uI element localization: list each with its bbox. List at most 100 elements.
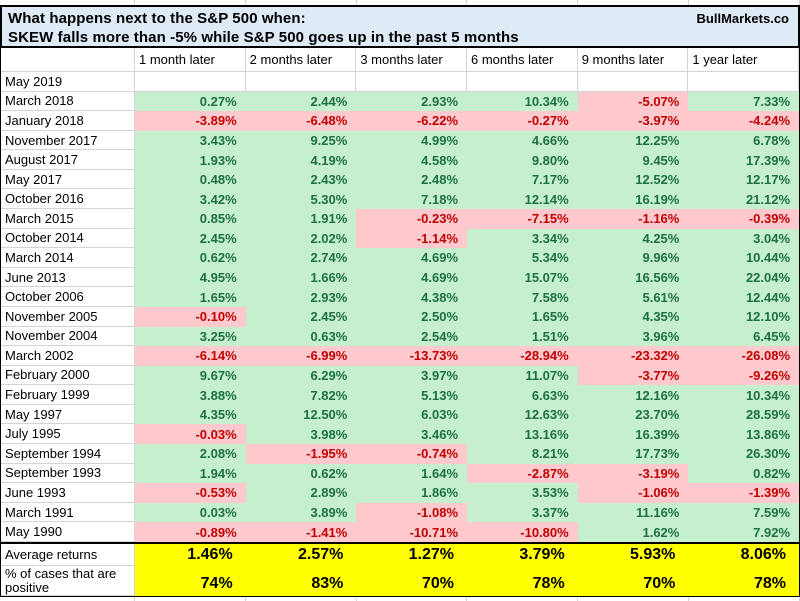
row-label[interactable]: March 2015 xyxy=(1,209,135,229)
return-cell[interactable]: 1.86% xyxy=(356,483,468,503)
return-cell[interactable]: 1.51% xyxy=(467,326,578,347)
row-label[interactable]: September 1994 xyxy=(1,443,135,464)
return-cell[interactable] xyxy=(688,72,800,92)
return-cell[interactable]: 5.34% xyxy=(467,248,578,268)
return-cell[interactable]: 12.25% xyxy=(577,130,689,151)
return-cell[interactable]: 12.16% xyxy=(577,385,689,405)
return-cell[interactable]: 3.43% xyxy=(135,130,246,151)
return-cell[interactable]: -0.23% xyxy=(356,209,468,229)
return-cell[interactable]: 7.17% xyxy=(467,169,578,190)
return-cell[interactable]: 2.45% xyxy=(135,228,246,249)
return-cell[interactable]: 9.96% xyxy=(577,248,689,268)
return-cell[interactable]: 1.66% xyxy=(245,267,357,288)
return-cell[interactable]: 12.17% xyxy=(688,169,800,190)
return-cell[interactable]: 1.62% xyxy=(577,522,689,542)
return-cell[interactable]: 1.64% xyxy=(356,463,468,484)
return-cell[interactable] xyxy=(245,72,357,92)
return-cell[interactable]: 10.34% xyxy=(688,385,800,405)
return-cell[interactable]: 6.29% xyxy=(245,365,357,386)
corner-cell[interactable] xyxy=(1,48,135,72)
return-cell[interactable]: -0.89% xyxy=(135,522,246,542)
return-cell[interactable]: 11.07% xyxy=(467,365,578,386)
return-cell[interactable]: -10.80% xyxy=(467,522,578,542)
return-cell[interactable]: 4.58% xyxy=(356,150,468,170)
return-cell[interactable]: 12.50% xyxy=(245,404,357,425)
return-cell[interactable]: 0.48% xyxy=(135,169,246,190)
return-cell[interactable]: 12.52% xyxy=(577,169,689,190)
return-cell[interactable]: 1.65% xyxy=(135,287,246,307)
return-cell[interactable]: 0.03% xyxy=(135,502,246,523)
return-cell[interactable]: 3.34% xyxy=(467,228,578,249)
return-cell[interactable]: 2.08% xyxy=(135,443,246,464)
return-cell[interactable]: 10.34% xyxy=(467,91,578,112)
return-cell[interactable]: 7.18% xyxy=(356,189,468,210)
return-cell[interactable]: 16.56% xyxy=(577,267,689,288)
return-cell[interactable]: 9.45% xyxy=(577,150,689,170)
return-cell[interactable]: 0.63% xyxy=(245,326,357,347)
column-header[interactable]: 6 months later xyxy=(467,48,578,72)
return-cell[interactable]: -4.24% xyxy=(688,111,800,131)
return-cell[interactable]: 23.70% xyxy=(577,404,689,425)
return-cell[interactable]: 2.48% xyxy=(356,169,468,190)
return-cell[interactable]: 10.44% xyxy=(688,248,800,268)
return-cell[interactable]: 2.93% xyxy=(356,91,468,112)
return-cell[interactable]: 6.03% xyxy=(356,404,468,425)
return-cell[interactable]: 2.50% xyxy=(356,306,468,327)
return-cell[interactable]: 3.98% xyxy=(245,424,357,444)
row-label[interactable]: March 2002 xyxy=(1,346,135,366)
return-cell[interactable]: -3.97% xyxy=(577,111,689,131)
return-cell[interactable]: 9.25% xyxy=(245,130,357,151)
row-label[interactable]: November 2005 xyxy=(1,306,135,327)
return-cell[interactable]: 2.44% xyxy=(245,91,357,112)
return-cell[interactable]: -0.53% xyxy=(135,483,246,503)
return-cell[interactable]: 2.89% xyxy=(245,483,357,503)
return-cell[interactable]: -23.32% xyxy=(577,346,689,366)
return-cell[interactable] xyxy=(577,72,689,92)
return-cell[interactable]: -1.16% xyxy=(577,209,689,229)
row-label[interactable]: January 2018 xyxy=(1,111,135,131)
return-cell[interactable]: -9.26% xyxy=(688,365,800,386)
return-cell[interactable]: -1.14% xyxy=(356,228,468,249)
column-header[interactable]: 9 months later xyxy=(577,48,689,72)
return-cell[interactable]: 0.27% xyxy=(135,91,246,112)
return-cell[interactable]: 3.37% xyxy=(467,502,578,523)
return-cell[interactable]: 4.35% xyxy=(577,306,689,327)
return-cell[interactable]: -6.14% xyxy=(135,346,246,366)
return-cell[interactable]: 7.92% xyxy=(688,522,800,542)
percent-positive-cell[interactable]: 74% xyxy=(135,566,246,596)
return-cell[interactable]: -0.03% xyxy=(135,424,246,444)
return-cell[interactable]: 4.19% xyxy=(245,150,357,170)
row-label[interactable]: September 1993 xyxy=(1,463,135,484)
return-cell[interactable]: 1.65% xyxy=(467,306,578,327)
return-cell[interactable]: 12.14% xyxy=(467,189,578,210)
return-cell[interactable]: -10.71% xyxy=(356,522,468,542)
column-header[interactable]: 1 year later xyxy=(688,48,800,72)
return-cell[interactable]: 21.12% xyxy=(688,189,800,210)
return-cell[interactable]: 3.25% xyxy=(135,326,246,347)
return-cell[interactable]: -6.22% xyxy=(356,111,468,131)
return-cell[interactable]: 4.38% xyxy=(356,287,468,307)
row-label[interactable]: May 1990 xyxy=(1,522,135,542)
return-cell[interactable]: 28.59% xyxy=(688,404,800,425)
average-return-cell[interactable]: 2.57% xyxy=(245,544,357,566)
return-cell[interactable]: 1.94% xyxy=(135,463,246,484)
return-cell[interactable]: 13.16% xyxy=(467,424,578,444)
return-cell[interactable]: -6.48% xyxy=(245,111,357,131)
return-cell[interactable]: 0.82% xyxy=(688,463,800,484)
row-label[interactable]: July 1995 xyxy=(1,424,135,444)
return-cell[interactable]: 4.95% xyxy=(135,267,246,288)
average-return-cell[interactable]: 8.06% xyxy=(688,544,800,566)
row-label[interactable]: March 1991 xyxy=(1,502,135,523)
return-cell[interactable]: 3.42% xyxy=(135,189,246,210)
return-cell[interactable]: 22.04% xyxy=(688,267,800,288)
return-cell[interactable]: 3.97% xyxy=(356,365,468,386)
return-cell[interactable]: -1.41% xyxy=(245,522,357,542)
return-cell[interactable]: 4.25% xyxy=(577,228,689,249)
return-cell[interactable] xyxy=(135,72,246,92)
return-cell[interactable]: 2.93% xyxy=(245,287,357,307)
return-cell[interactable]: -0.27% xyxy=(467,111,578,131)
return-cell[interactable]: -5.07% xyxy=(577,91,689,112)
return-cell[interactable]: 0.85% xyxy=(135,209,246,229)
average-return-cell[interactable]: 5.93% xyxy=(577,544,689,566)
return-cell[interactable]: 7.58% xyxy=(467,287,578,307)
